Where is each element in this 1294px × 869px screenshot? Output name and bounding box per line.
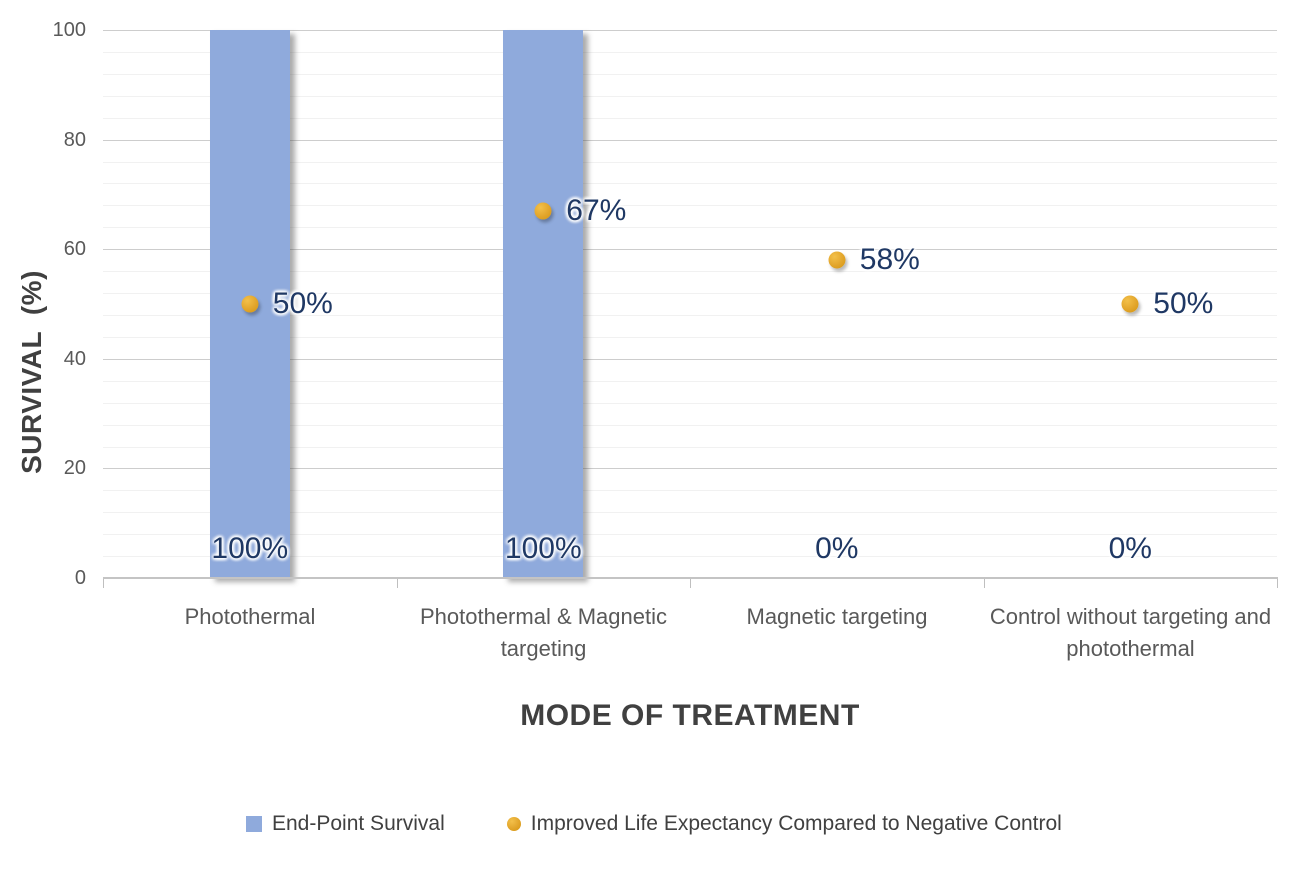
point-data-label: 50% [272, 287, 333, 320]
x-tick-mark [690, 579, 691, 588]
bar-series-swatch-icon [246, 816, 262, 832]
point-data-label: 67% [566, 193, 627, 227]
scatter-point [241, 295, 259, 313]
legend-label-improved-life-expectancy: Improved Life Expectancy Compared to Neg… [530, 812, 1062, 835]
y-axis-title: SURVIVAL (%) [16, 270, 47, 474]
y-tick-label: 20 [63, 457, 86, 480]
scatter-point [1121, 295, 1139, 313]
x-category-label: Photothermal [184, 604, 316, 629]
y-tick-label: 0 [74, 567, 86, 589]
minor-gridline [103, 490, 1277, 492]
bar-data-label: 100% [504, 532, 582, 565]
legend-label-end-point-survival: End-Point Survival [272, 812, 445, 835]
bar-data-label: 100% [211, 532, 289, 565]
minor-gridline [103, 73, 1277, 75]
legend-item-improved-life-expectancy: Improved Life Expectancy Compared to Neg… [506, 812, 1062, 836]
x-category-label: Control without targeting and phototherm… [989, 604, 1272, 661]
minor-gridline [103, 183, 1277, 185]
legend-item-end-point-survival: End-Point Survival [246, 812, 445, 836]
minor-gridline [103, 117, 1277, 119]
plot-area: 100% 100% 0% 0% 50% 67% 58% 50% [103, 30, 1277, 578]
x-axis-line [103, 577, 1278, 579]
legend: End-Point Survival Improved Life Expecta… [246, 812, 1062, 836]
minor-gridline [103, 336, 1277, 338]
minor-gridline [103, 51, 1277, 53]
y-tick-label: 80 [63, 128, 86, 151]
minor-gridline [103, 512, 1277, 514]
major-gridline [103, 139, 1277, 141]
minor-gridline [103, 315, 1277, 316]
bar-data-label: 0% [815, 532, 859, 565]
scatter-point [828, 251, 846, 269]
y-tick-label: 40 [63, 347, 86, 370]
bar-data-label: 0% [1108, 532, 1152, 565]
minor-gridline [103, 402, 1277, 404]
minor-gridline [103, 556, 1277, 558]
minor-gridline [103, 271, 1277, 273]
x-tick-mark [396, 579, 398, 588]
bar [503, 30, 584, 578]
minor-gridline [103, 424, 1277, 426]
minor-gridline [103, 380, 1277, 382]
major-gridline [103, 30, 1277, 31]
major-gridline [103, 249, 1277, 251]
minor-gridline [103, 205, 1277, 207]
minor-gridline [103, 161, 1277, 163]
x-category-label: Magnetic targeting [746, 604, 928, 629]
y-tick-label: 60 [63, 238, 86, 261]
point-data-label: 58% [859, 243, 920, 277]
minor-gridline [103, 293, 1277, 294]
x-tick-mark [983, 579, 985, 588]
point-series-swatch-icon [506, 817, 521, 831]
minor-gridline [103, 446, 1277, 448]
major-gridline [103, 358, 1277, 360]
minor-gridline [103, 227, 1277, 229]
point-data-label: 50% [1153, 287, 1214, 320]
major-gridline [103, 468, 1277, 470]
y-tick-label: 100 [52, 19, 86, 41]
scatter-point [534, 202, 552, 220]
x-tick-mark [1277, 579, 1278, 588]
x-axis-title: MODE OF TREATMENT [520, 699, 860, 732]
x-category-label: Photothermal & Magnetic targeting [419, 604, 668, 661]
minor-gridline [103, 534, 1277, 536]
x-tick-mark [103, 579, 104, 588]
minor-gridline [103, 95, 1277, 97]
